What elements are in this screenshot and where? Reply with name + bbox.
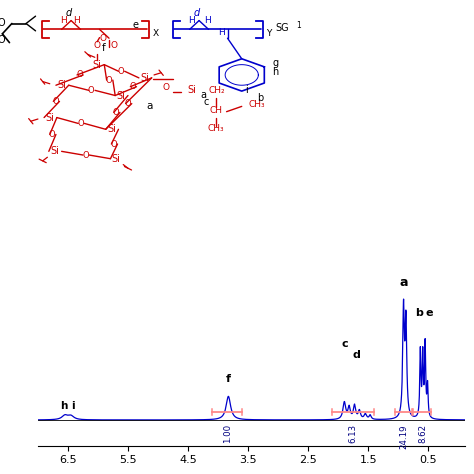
Text: Si: Si [93,60,101,70]
Text: h i: h i [61,401,75,410]
Text: H: H [61,16,67,25]
Text: O: O [94,41,100,50]
Text: O: O [49,130,55,139]
Text: O: O [113,108,119,117]
Text: O: O [88,86,94,95]
Text: CH₂: CH₂ [209,86,225,95]
Text: H: H [219,27,225,36]
Text: b: b [257,93,263,103]
Text: O: O [110,139,117,148]
Text: Si: Si [107,124,116,134]
Text: Si: Si [50,146,59,156]
Text: f: f [226,374,231,384]
Text: O: O [53,97,59,106]
Text: c: c [203,97,209,107]
Text: O: O [77,119,84,128]
Text: Si: Si [46,112,54,123]
Text: Si: Si [188,84,196,95]
Text: SG: SG [276,23,290,33]
Text: Si: Si [57,80,66,90]
Text: H: H [204,16,211,25]
Text: c: c [341,339,347,349]
Text: h: h [273,67,279,77]
Text: 1.00: 1.00 [223,424,232,443]
Text: CH: CH [209,106,222,115]
Text: 24.19: 24.19 [399,424,408,449]
Text: CH₃: CH₃ [249,100,265,109]
Text: O: O [82,151,89,160]
Text: Si: Si [112,154,120,164]
Text: X: X [153,29,159,38]
Text: 1: 1 [296,21,301,30]
Text: O: O [106,75,112,84]
Text: f: f [101,44,105,54]
Text: H: H [189,16,195,25]
Text: O: O [125,99,131,108]
Text: a: a [399,276,408,289]
Text: d: d [353,350,360,360]
Text: 8.62: 8.62 [418,424,427,443]
Text: e: e [425,308,433,318]
Text: O: O [110,42,117,51]
Text: 6.13: 6.13 [349,424,358,443]
Text: a: a [146,101,153,111]
Text: O: O [100,34,107,43]
Text: d: d [65,8,72,18]
Text: O: O [76,71,82,80]
Text: d: d [193,8,200,18]
Text: O: O [0,18,5,28]
Text: Y: Y [266,29,272,38]
Text: Si: Si [140,73,149,83]
Text: O: O [163,82,169,91]
Text: i: i [245,84,248,95]
Text: e: e [132,20,138,30]
Text: a: a [201,91,207,100]
Text: O: O [0,35,5,45]
Text: CH₃: CH₃ [207,124,224,133]
Text: Si: Si [117,91,125,100]
X-axis label: ppm: ppm [237,471,265,474]
Text: O: O [118,67,124,76]
Text: O: O [129,82,136,91]
Text: H: H [73,16,80,25]
Text: g: g [273,58,279,68]
Text: b: b [415,308,423,318]
